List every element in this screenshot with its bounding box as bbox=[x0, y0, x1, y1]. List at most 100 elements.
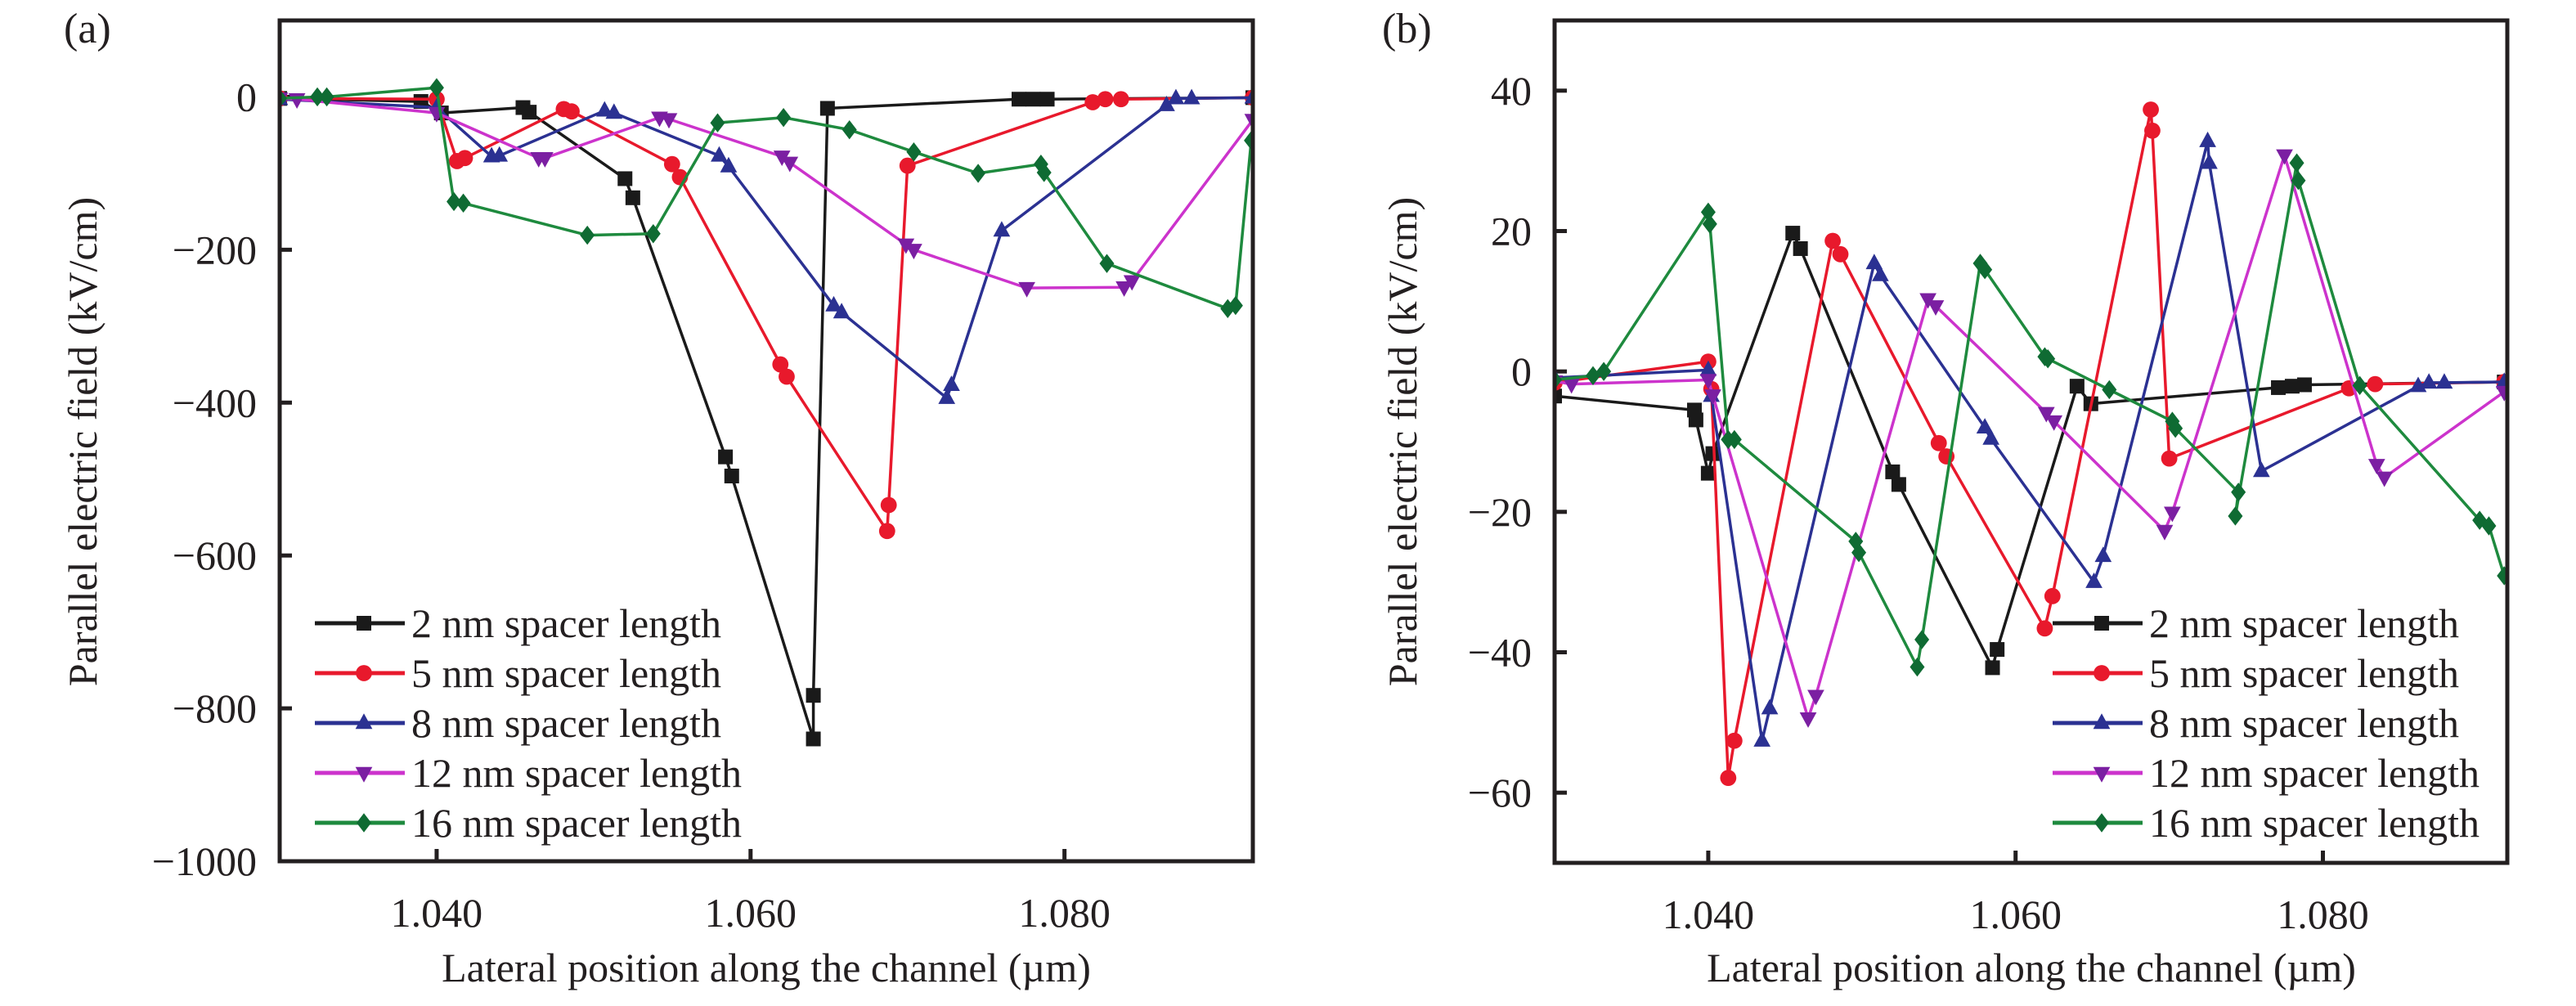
data-point bbox=[718, 449, 734, 465]
data-point bbox=[2435, 373, 2453, 389]
y-tick-label: −400 bbox=[173, 379, 257, 425]
y-tick-label: −1000 bbox=[152, 838, 257, 884]
y-tick-label: −200 bbox=[173, 227, 257, 272]
legend-marker-icon bbox=[357, 813, 371, 833]
data-point bbox=[2156, 524, 2174, 541]
data-point bbox=[1985, 660, 2000, 676]
data-point bbox=[491, 146, 509, 162]
data-point bbox=[663, 155, 680, 173]
data-point bbox=[1244, 114, 1253, 130]
legend-item: 2 nm spacer length bbox=[315, 600, 721, 646]
data-point bbox=[1700, 465, 1716, 481]
legend-label: 8 nm spacer length bbox=[2149, 700, 2459, 746]
data-point bbox=[1025, 92, 1041, 107]
legend-item: 5 nm spacer length bbox=[2053, 650, 2459, 696]
data-point bbox=[1785, 226, 1801, 241]
legend-item: 16 nm spacer length bbox=[2053, 800, 2480, 846]
data-point bbox=[832, 303, 850, 319]
x-tick-label: 1.060 bbox=[1969, 891, 2062, 937]
y-tick-label: −600 bbox=[173, 532, 257, 578]
panel-a-x-ticks: 1.040 1.060 1.080 bbox=[391, 849, 1111, 936]
data-point bbox=[660, 113, 678, 129]
data-point bbox=[1824, 232, 1842, 249]
data-point bbox=[1099, 254, 1115, 273]
data-point bbox=[1167, 88, 1185, 105]
data-point bbox=[938, 388, 956, 404]
data-point bbox=[1596, 362, 1612, 381]
data-point bbox=[1976, 418, 1994, 434]
data-point bbox=[2495, 372, 2507, 388]
x-tick-label: 1.080 bbox=[1018, 890, 1111, 936]
data-point bbox=[1018, 281, 1035, 298]
data-point bbox=[1914, 630, 1930, 649]
series-2nm bbox=[280, 90, 1253, 747]
panel-a-x-axis-title: Lateral position along the channel (µm) bbox=[442, 945, 1091, 990]
data-point bbox=[1702, 214, 1717, 234]
data-point bbox=[1699, 374, 1717, 390]
data-point bbox=[2165, 411, 2180, 431]
series-8nm bbox=[1555, 131, 2507, 747]
data-point bbox=[2495, 385, 2507, 402]
panel-a-y-axis-title: Parallel electric field (kV/cm) bbox=[60, 197, 105, 686]
data-point bbox=[1726, 732, 1743, 749]
data-point bbox=[605, 103, 623, 119]
data-point bbox=[773, 150, 791, 167]
data-point bbox=[2085, 572, 2103, 588]
series-line bbox=[280, 86, 1253, 311]
series-line bbox=[280, 96, 1253, 533]
data-point bbox=[2289, 153, 2304, 173]
data-point bbox=[993, 221, 1011, 237]
data-point bbox=[1761, 698, 1779, 715]
x-tick-label: 1.080 bbox=[2277, 891, 2369, 937]
legend-label: 5 nm spacer length bbox=[411, 650, 721, 696]
series-12nm bbox=[1555, 149, 2507, 728]
data-point bbox=[2144, 122, 2161, 139]
data-point bbox=[1807, 689, 1824, 706]
data-point bbox=[456, 193, 471, 213]
data-point bbox=[2228, 506, 2243, 526]
data-point bbox=[2199, 131, 2216, 147]
data-point bbox=[1982, 429, 1999, 445]
data-point bbox=[580, 225, 595, 245]
data-point bbox=[1885, 464, 1901, 479]
data-point bbox=[1793, 240, 1808, 256]
legend-marker-icon bbox=[355, 766, 373, 783]
data-point bbox=[1123, 275, 1141, 291]
data-point bbox=[1990, 642, 2005, 658]
legend-label: 12 nm spacer length bbox=[411, 750, 742, 796]
legend-label: 16 nm spacer length bbox=[411, 800, 742, 846]
data-point bbox=[878, 523, 895, 540]
data-point bbox=[710, 113, 725, 132]
legend-marker-icon bbox=[356, 665, 372, 681]
data-point bbox=[429, 78, 444, 97]
legend-item: 5 nm spacer length bbox=[315, 650, 721, 696]
data-point bbox=[2367, 459, 2385, 475]
data-point bbox=[724, 468, 739, 483]
panel-b: (b) Parallel electric field (kV/cm) Late… bbox=[1380, 6, 2510, 990]
data-point bbox=[2161, 450, 2178, 467]
data-point bbox=[1097, 91, 1114, 108]
x-tick-label: 1.040 bbox=[1663, 891, 1755, 937]
data-point bbox=[1865, 254, 1883, 270]
legend-item: 12 nm spacer length bbox=[2053, 750, 2480, 796]
data-point bbox=[319, 87, 334, 107]
data-point bbox=[2291, 171, 2306, 191]
data-point bbox=[905, 244, 922, 260]
y-tick-label: −60 bbox=[1468, 770, 1532, 815]
data-point bbox=[2201, 153, 2218, 169]
data-point bbox=[1851, 542, 1867, 563]
data-point bbox=[522, 105, 537, 120]
data-point bbox=[1910, 657, 1925, 677]
data-point bbox=[825, 295, 842, 312]
series-2nm bbox=[1555, 226, 2507, 676]
data-point bbox=[1084, 94, 1102, 110]
data-point bbox=[2045, 415, 2063, 431]
data-point bbox=[1699, 360, 1717, 376]
data-point bbox=[1244, 131, 1253, 150]
data-point bbox=[897, 238, 915, 254]
data-point bbox=[1183, 88, 1200, 105]
data-point bbox=[1977, 260, 1993, 280]
data-point bbox=[1012, 92, 1027, 107]
